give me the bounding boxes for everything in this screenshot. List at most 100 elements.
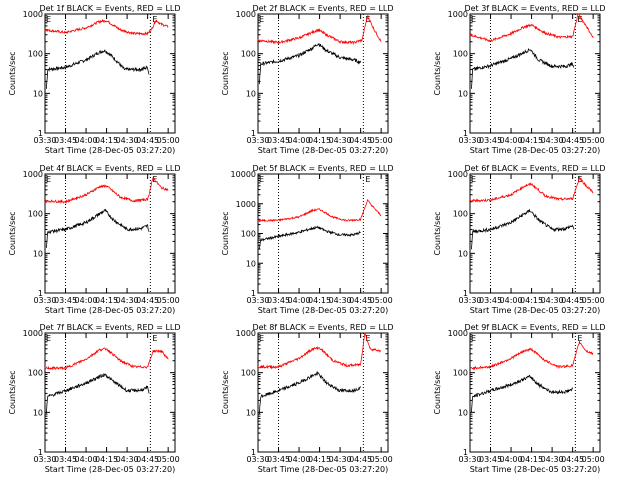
plot-title: Det 2f BLACK = Events, RED = LLD [252,4,393,13]
x-tick-label: 03:30 [458,136,481,145]
x-tick-label: 04:15 [308,455,331,464]
x-tick-label: 03:30 [246,136,269,145]
events-series-line [471,374,573,413]
x-tick-label: 03:30 [246,296,269,305]
flare-marker-e: E [577,15,582,24]
plot-frame [469,173,601,294]
x-tick-label: 04:15 [520,136,543,145]
x-tick-label: 04:00 [288,136,311,145]
y-tick-label: 10 [33,408,43,417]
x-tick-label: 04:45 [561,136,584,145]
x-tick-label: 04:15 [520,296,543,305]
y-tick-label: 1 [251,289,256,298]
x-tick-label: 04:30 [329,296,352,305]
events-series-line [46,49,150,89]
y-tick-label: 1000 [448,10,468,19]
y-axis-label: Counts/sec [433,51,442,95]
x-tick-label: 04:00 [75,136,98,145]
flare-marker-e: E [152,15,157,24]
detector-plot-8: Det 8f BLACK = Events, RED = LLD 1 10 100 10… [221,323,394,474]
plot-frame [469,13,601,134]
x-tick-label: 04:15 [308,136,331,145]
detector-plot-2: Det 2f BLACK = Events, RED = LLD 1 10 100 10… [221,4,394,155]
flare-marker-e: E [46,15,51,24]
x-tick-label: 04:45 [136,455,159,464]
lld-series-line [257,14,382,46]
plot-frame [44,173,176,294]
x-tick-label: 04:15 [520,455,543,464]
y-tick-label: 100 [241,369,256,378]
x-axis-label: Start Time (28-Dec-05 03:27:20) [470,306,601,315]
lld-series-line [257,198,382,223]
x-tick-label: 04:00 [75,296,98,305]
y-tick-label: 1000 [23,329,43,338]
plot-title: Det 6f BLACK = Events, RED = LLD [464,164,605,173]
plot-title: Det 5f BLACK = Events, RED = LLD [252,164,393,173]
events-series-line [259,371,361,414]
x-tick-label: 05:00 [157,455,180,464]
plot-frame [44,332,176,453]
flare-marker-e: E [471,334,476,343]
events-series-line [259,42,361,85]
x-tick-label: 04:30 [329,455,352,464]
x-tick-label: 03:30 [458,296,481,305]
events-series-line [471,48,575,89]
x-tick-label: 04:30 [541,455,564,464]
y-tick-label: 1 [38,289,43,298]
plot-frame [257,332,389,453]
x-tick-label: 04:00 [500,296,523,305]
flare-marker-e: E [577,334,582,343]
flare-marker-e: E [152,334,157,343]
y-axis-label: Counts/sec [221,51,230,95]
x-tick-label: 03:45 [479,455,502,464]
x-tick-label: 04:15 [95,296,118,305]
y-tick-label: 1000 [236,10,256,19]
plot-title: Det 3f BLACK = Events, RED = LLD [464,4,605,13]
x-axis-label: Start Time (28-Dec-05 03:27:20) [45,465,176,474]
y-tick-label: 1000 [236,329,256,338]
plot-title: Det 1f BLACK = Events, RED = LLD [39,4,180,13]
y-tick-label: 10 [246,89,256,98]
detector-plot-5: Det 5f BLACK = Events, RED = LLD 1 10 100 10… [221,164,394,315]
detector-plot-6: Det 6f BLACK = Events, RED = LLD 1 10 100 10… [433,164,606,315]
y-tick-label: 10000 [231,170,256,179]
x-tick-label: 05:00 [157,296,180,305]
y-tick-label: 1 [463,448,468,457]
x-tick-label: 04:15 [308,296,331,305]
x-axis-label: Start Time (28-Dec-05 03:27:20) [45,146,176,155]
x-tick-label: 04:30 [116,136,139,145]
detector-plot-1: Det 1f BLACK = Events, RED = LLD 1 10 100 10… [8,4,181,155]
y-tick-label: 1 [38,448,43,457]
x-tick-label: 05:00 [370,455,393,464]
y-tick-label: 10 [33,249,43,258]
x-tick-label: 04:30 [116,455,139,464]
x-axis-label: Start Time (28-Dec-05 03:27:20) [258,306,389,315]
x-tick-label: 05:00 [582,136,605,145]
x-tick-label: 05:00 [582,455,605,464]
x-tick-label: 03:45 [54,455,77,464]
x-tick-label: 03:45 [267,296,290,305]
y-tick-label: 1 [251,129,256,138]
y-tick-label: 1000 [448,329,468,338]
x-tick-label: 04:15 [95,455,118,464]
y-tick-label: 10 [246,408,256,417]
flare-marker-e: E [365,175,370,184]
x-tick-label: 04:00 [288,455,311,464]
y-tick-label: 1 [38,129,43,138]
x-tick-label: 04:45 [349,455,372,464]
flare-marker-e: E [471,15,476,24]
flare-marker-e: E [365,334,370,343]
flare-marker-e: E [259,334,264,343]
y-tick-label: 100 [28,210,43,219]
x-axis-label: Start Time (28-Dec-05 03:27:20) [470,146,601,155]
x-tick-label: 03:30 [246,455,269,464]
x-tick-label: 04:30 [541,296,564,305]
x-tick-label: 03:45 [54,296,77,305]
y-axis-label: Counts/sec [8,211,17,255]
y-tick-label: 100 [453,210,468,219]
x-tick-label: 03:30 [33,455,56,464]
x-tick-label: 04:45 [349,136,372,145]
y-tick-label: 10 [458,249,468,258]
y-axis-label: Counts/sec [433,370,442,414]
